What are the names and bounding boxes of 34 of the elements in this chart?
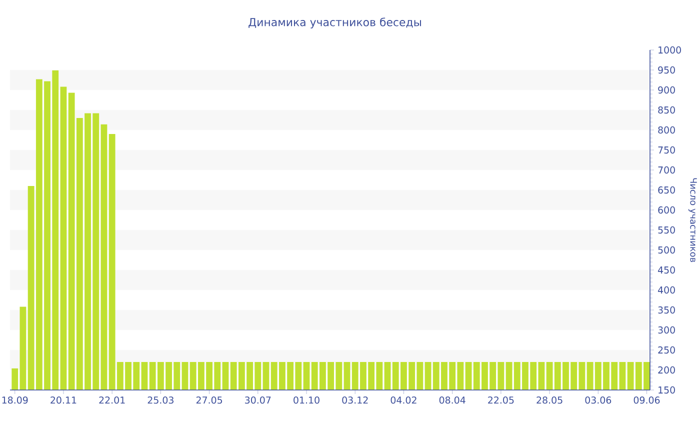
x-tick-label: 22.01 <box>99 396 125 404</box>
y-axis-title: Число участников <box>688 178 697 262</box>
y-tick-label: 950 <box>658 66 675 74</box>
x-tick-label: 08.04 <box>439 396 466 404</box>
y-tick-label: 900 <box>658 86 675 94</box>
y-tick-label: 350 <box>658 306 675 314</box>
y-tick-label: 850 <box>658 106 675 114</box>
x-tick-label: 03.12 <box>342 396 368 404</box>
y-tick-label: 400 <box>658 286 675 294</box>
x-tick-label: 28.05 <box>536 396 562 404</box>
y-tick-label: 300 <box>658 326 675 334</box>
x-tick-label: 20.11 <box>50 396 76 404</box>
x-tick-label: 09.06 <box>634 396 660 404</box>
y-tick-label: 450 <box>658 266 675 274</box>
x-tick-label: 22.05 <box>488 396 514 404</box>
y-tick-label: 700 <box>658 166 675 174</box>
x-tick-label: 30.07 <box>245 396 271 404</box>
y-tick-label: 750 <box>658 146 675 154</box>
x-tick-label: 04.02 <box>390 396 416 404</box>
y-tick-label: 1000 <box>658 46 681 54</box>
y-tick-label: 500 <box>658 246 675 254</box>
x-tick-label: 25.03 <box>148 396 174 404</box>
y-tick-label: 250 <box>658 346 675 354</box>
x-tick-label: 18.09 <box>2 396 28 404</box>
y-tick-label: 800 <box>658 126 675 134</box>
y-tick-label: 650 <box>658 186 675 194</box>
chart-title: Динамика участников беседы <box>248 18 421 28</box>
y-tick-label: 550 <box>658 226 675 234</box>
y-tick-label: 200 <box>658 366 675 374</box>
x-tick-label: 01.10 <box>294 396 320 404</box>
y-tick-label: 600 <box>658 206 675 214</box>
x-tick-label: 27.05 <box>196 396 222 404</box>
x-tick-label: 03.06 <box>585 396 612 404</box>
y-tick-label: 150 <box>658 386 675 394</box>
